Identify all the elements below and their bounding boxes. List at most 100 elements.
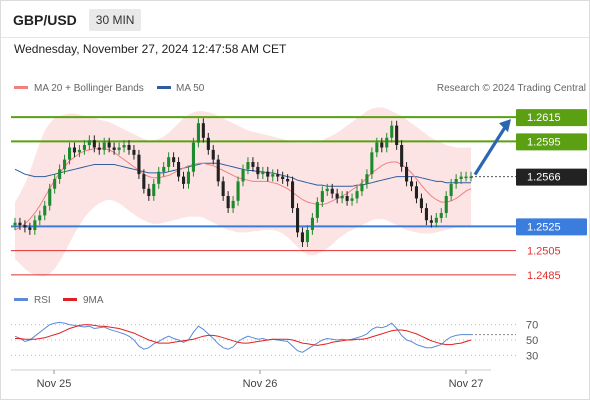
- candle-body: [380, 142, 384, 148]
- candle-body: [439, 213, 443, 218]
- candle-body: [23, 225, 27, 228]
- candle-body: [276, 174, 280, 177]
- candle-body: [444, 196, 448, 213]
- ma50-legend-label: MA 50: [176, 83, 205, 94]
- candle-body: [370, 152, 374, 175]
- candle-body: [360, 183, 364, 192]
- candle-body: [201, 123, 205, 138]
- price-tag-support: 1.2485: [527, 270, 561, 282]
- price-tags: 1.2615 1.2595 1.2525 1.2505 1.2485 1.2566: [516, 109, 587, 282]
- chart-header: GBP/USD 30 MIN: [13, 9, 142, 31]
- candle-body: [241, 169, 245, 182]
- candle-body: [251, 162, 255, 167]
- candle-body: [236, 181, 240, 201]
- candle-body: [335, 193, 339, 199]
- candle-body: [390, 125, 394, 138]
- candle-body: [177, 162, 181, 177]
- candle-body: [58, 169, 62, 179]
- candle-body: [310, 217, 314, 230]
- timeframe-badge[interactable]: 30 MIN: [88, 9, 142, 31]
- candle-body: [68, 147, 72, 160]
- candle-body: [38, 215, 42, 221]
- candle-body: [400, 145, 404, 167]
- candle-body: [320, 191, 324, 202]
- candle-body: [410, 181, 414, 187]
- candle-body: [53, 179, 57, 189]
- candle-body: [102, 142, 106, 150]
- candle-body: [82, 145, 86, 150]
- candle-body: [43, 205, 47, 216]
- candle-body: [256, 166, 260, 175]
- x-tick-label: Nov 25: [37, 378, 72, 390]
- bollinger-legend-swatch: [14, 86, 28, 89]
- rsi-tick-label: 30: [526, 350, 538, 362]
- currency-pair-title: GBP/USD: [13, 12, 77, 28]
- candle-body: [454, 179, 458, 184]
- rsi-tick-label: 50: [526, 335, 538, 347]
- bollinger-legend-label: MA 20 + Bollinger Bands: [34, 83, 144, 94]
- x-axis-ticks: Nov 25 Nov 26 Nov 27: [37, 370, 484, 390]
- candle-body: [182, 176, 186, 184]
- candle-body: [464, 176, 468, 179]
- candle-body: [305, 230, 309, 243]
- candle-body: [48, 188, 52, 206]
- candle-body: [117, 147, 121, 150]
- candle-body: [206, 137, 210, 150]
- forecast-arrow: [473, 119, 511, 176]
- price-tag-resistance: 1.2595: [527, 136, 561, 148]
- rsi-legend-swatch: [14, 298, 28, 301]
- candle-body: [315, 202, 319, 218]
- candle-body: [419, 198, 423, 209]
- candle-body: [142, 174, 146, 189]
- x-tick-label: Nov 26: [243, 378, 278, 390]
- rsi-panel: 70 50 30: [11, 320, 538, 362]
- price-tag-resistance-bg: [516, 133, 587, 151]
- price-tag-current-bg: [516, 168, 587, 186]
- candle-body: [28, 227, 32, 230]
- candle-body: [231, 200, 235, 209]
- candle-body: [221, 181, 225, 196]
- candle-body: [261, 171, 265, 175]
- ma9-legend-label: 9MA: [83, 295, 104, 306]
- candle-body: [325, 188, 329, 192]
- candle-body: [92, 140, 96, 148]
- candle-body: [340, 196, 344, 199]
- candle-body: [132, 149, 136, 155]
- forecast-arrow-head: [499, 119, 511, 133]
- forecast-arrow-shaft: [473, 123, 509, 176]
- candle-body: [291, 181, 295, 209]
- candle-body: [147, 188, 151, 196]
- candle-body: [152, 183, 156, 196]
- candle-body: [296, 208, 300, 233]
- candle-body: [365, 174, 369, 184]
- ma9-legend-swatch: [63, 298, 77, 301]
- ma50-legend-swatch: [157, 86, 171, 89]
- candle-body: [345, 196, 349, 201]
- candle-body: [226, 196, 230, 209]
- candle-body: [87, 140, 91, 146]
- rsi-line: [14, 321, 471, 353]
- candle-body: [385, 137, 389, 148]
- candle-body: [424, 208, 428, 221]
- candle-body: [122, 145, 126, 148]
- candle-body: [107, 142, 111, 148]
- candle-body: [266, 171, 270, 177]
- price-tag-pivot: 1.2525: [527, 221, 561, 233]
- candle-body: [157, 171, 161, 184]
- candlesticks: [13, 118, 516, 247]
- rsi-legend-label: RSI: [34, 295, 51, 306]
- candle-body: [137, 154, 141, 175]
- price-tag-support: 1.2505: [527, 246, 561, 258]
- candle-body: [196, 123, 200, 143]
- timestamp-label: Wednesday, November 27, 2024 12:47:58 AM…: [14, 42, 287, 56]
- x-tick-label: Nov 27: [449, 378, 484, 390]
- header-divider: [1, 37, 589, 38]
- candle-body: [449, 183, 453, 196]
- candle-body: [162, 166, 166, 172]
- candle-body: [172, 157, 176, 163]
- candle-body: [395, 125, 399, 145]
- candle-body: [216, 159, 220, 182]
- candle-body: [375, 142, 379, 153]
